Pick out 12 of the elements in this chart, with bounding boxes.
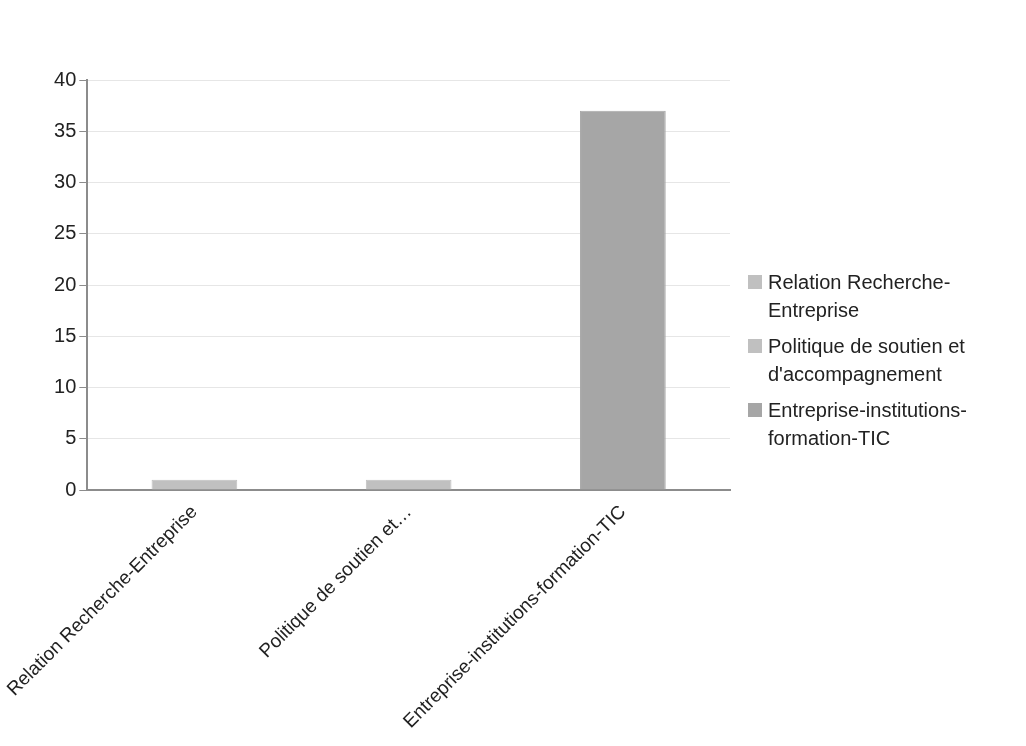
y-tick-label: 20 (54, 272, 77, 295)
legend-label: Entreprise-institutions-formation-TIC (768, 398, 968, 451)
y-tick-label: 25 (54, 221, 77, 244)
legend-label: Relation Recherche-Entreprise (768, 270, 952, 323)
y-tick-label: 35 (54, 118, 77, 141)
y-tick-label: 15 (54, 323, 77, 346)
legend-label: Politique de soutien et d'accompagnement (768, 334, 966, 387)
y-tick-label: 5 (65, 426, 77, 449)
y-tick-label: 0 (65, 477, 77, 500)
y-tick-label: 10 (54, 375, 77, 398)
y-tick-label: 30 (54, 170, 77, 193)
y-tick-label: 40 (54, 67, 77, 90)
